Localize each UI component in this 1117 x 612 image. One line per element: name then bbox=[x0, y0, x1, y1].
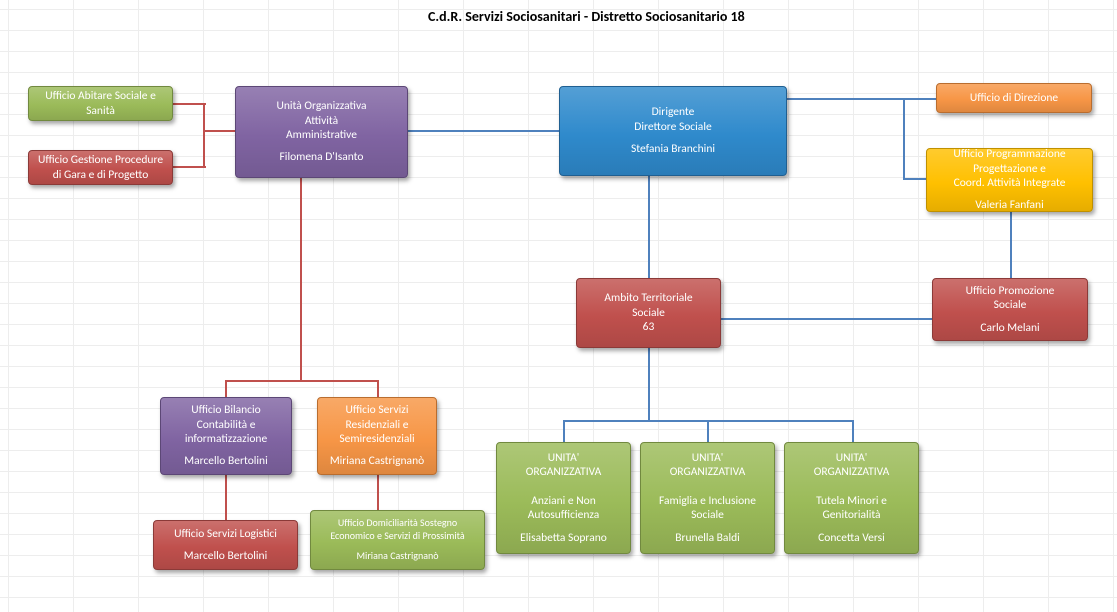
node-uff_prog: Ufficio ProgrammazioneProgettazione eCoo… bbox=[926, 148, 1093, 212]
node-uff_resid: Ufficio ServiziResidenziali eSemiresiden… bbox=[317, 397, 437, 475]
node-title: UNITA'ORGANIZZATIVAAnziani e NonAutosuff… bbox=[526, 451, 602, 523]
node-person: Miriana Castrignanò bbox=[330, 454, 424, 468]
node-person: Marcello Bertolini bbox=[184, 454, 267, 468]
node-title: UNITA'ORGANIZZATIVAFamiglia e Inclusione… bbox=[659, 451, 756, 523]
node-uo_amm: Unità OrganizzativaAttivitàAmministrativ… bbox=[235, 86, 408, 178]
node-title: Ufficio BilancioContabilità einformatizz… bbox=[185, 403, 267, 446]
node-person: Marcello Bertolini bbox=[184, 549, 267, 563]
node-person: Carlo Melani bbox=[980, 321, 1039, 335]
node-person: Concetta Versi bbox=[818, 531, 885, 545]
connector bbox=[648, 176, 650, 278]
connector bbox=[1010, 212, 1012, 278]
node-title: Ufficio ServiziResidenziali eSemiresiden… bbox=[339, 403, 414, 446]
connector bbox=[903, 98, 936, 100]
chart-title: C.d.R. Servizi Sociosanitari - Distretto… bbox=[428, 8, 745, 25]
connector bbox=[707, 420, 709, 442]
connector bbox=[852, 420, 854, 442]
node-title: UNITA'ORGANIZZATIVATutela Minori eGenito… bbox=[814, 451, 890, 523]
node-uff_direzione: Ufficio di Direzione bbox=[936, 83, 1092, 113]
connector bbox=[903, 178, 926, 180]
node-person: Brunella Baldi bbox=[675, 531, 740, 545]
node-title: Ufficio Gestione Proceduredi Gara e di P… bbox=[38, 153, 163, 182]
connector bbox=[173, 166, 206, 168]
connector bbox=[173, 103, 206, 105]
node-title: Unità OrganizzativaAttivitàAmministrativ… bbox=[277, 99, 367, 142]
node-uff_domic: Ufficio Domiciliarità SostegnoEconomico … bbox=[310, 510, 485, 570]
connector bbox=[225, 475, 227, 520]
org-chart-canvas: C.d.R. Servizi Sociosanitari - Distretto… bbox=[0, 0, 1117, 612]
node-person: Stefania Branchini bbox=[631, 142, 715, 156]
node-uff_logistici: Ufficio Servizi Logistici Marcello Bertol… bbox=[153, 520, 298, 570]
node-title: DirigenteDirettore Sociale bbox=[634, 105, 711, 134]
connector bbox=[203, 130, 235, 132]
node-uff_gara: Ufficio Gestione Proceduredi Gara e di P… bbox=[28, 150, 173, 185]
node-title: Ufficio PromozioneSociale bbox=[966, 284, 1055, 313]
connector bbox=[300, 178, 302, 380]
node-title: Ufficio Domiciliarità SostegnoEconomico … bbox=[330, 517, 464, 542]
connector bbox=[408, 130, 559, 132]
connector bbox=[648, 348, 650, 420]
node-uo_famiglia: UNITA'ORGANIZZATIVAFamiglia e Inclusione… bbox=[640, 442, 775, 554]
connector bbox=[377, 380, 379, 397]
node-person: Filomena D'Isanto bbox=[280, 150, 364, 164]
node-dirigente: DirigenteDirettore Sociale Stefania Branc… bbox=[559, 86, 787, 176]
connector bbox=[377, 475, 379, 510]
node-title: Ufficio Abitare Sociale eSanità bbox=[45, 89, 156, 118]
connector bbox=[903, 98, 905, 180]
node-ambito: Ambito TerritorialeSociale63 bbox=[576, 278, 721, 348]
node-title: Ufficio ProgrammazioneProgettazione eCoo… bbox=[953, 147, 1065, 190]
node-person: Miriana Castrignanò bbox=[356, 550, 438, 563]
node-person: Elisabetta Soprano bbox=[520, 531, 607, 545]
node-title: Ufficio Servizi Logistici bbox=[174, 527, 277, 541]
node-uo_minori: UNITA'ORGANIZZATIVATutela Minori eGenito… bbox=[784, 442, 919, 554]
connector bbox=[203, 103, 205, 168]
node-uff_abitare: Ufficio Abitare Sociale eSanità bbox=[28, 86, 173, 121]
connector bbox=[721, 318, 932, 320]
node-title: Ufficio di Direzione bbox=[970, 91, 1058, 105]
connector bbox=[563, 420, 565, 442]
node-title: Ambito TerritorialeSociale63 bbox=[604, 291, 692, 334]
node-uff_promo: Ufficio PromozioneSociale Carlo Melani bbox=[932, 278, 1088, 341]
connector bbox=[225, 380, 378, 382]
connector bbox=[787, 98, 905, 100]
node-uo_anziani: UNITA'ORGANIZZATIVAAnziani e NonAutosuff… bbox=[496, 442, 631, 554]
node-person: Valeria Fanfani bbox=[975, 198, 1043, 212]
node-uff_bilancio: Ufficio BilancioContabilità einformatizz… bbox=[160, 397, 292, 475]
connector bbox=[225, 380, 227, 397]
